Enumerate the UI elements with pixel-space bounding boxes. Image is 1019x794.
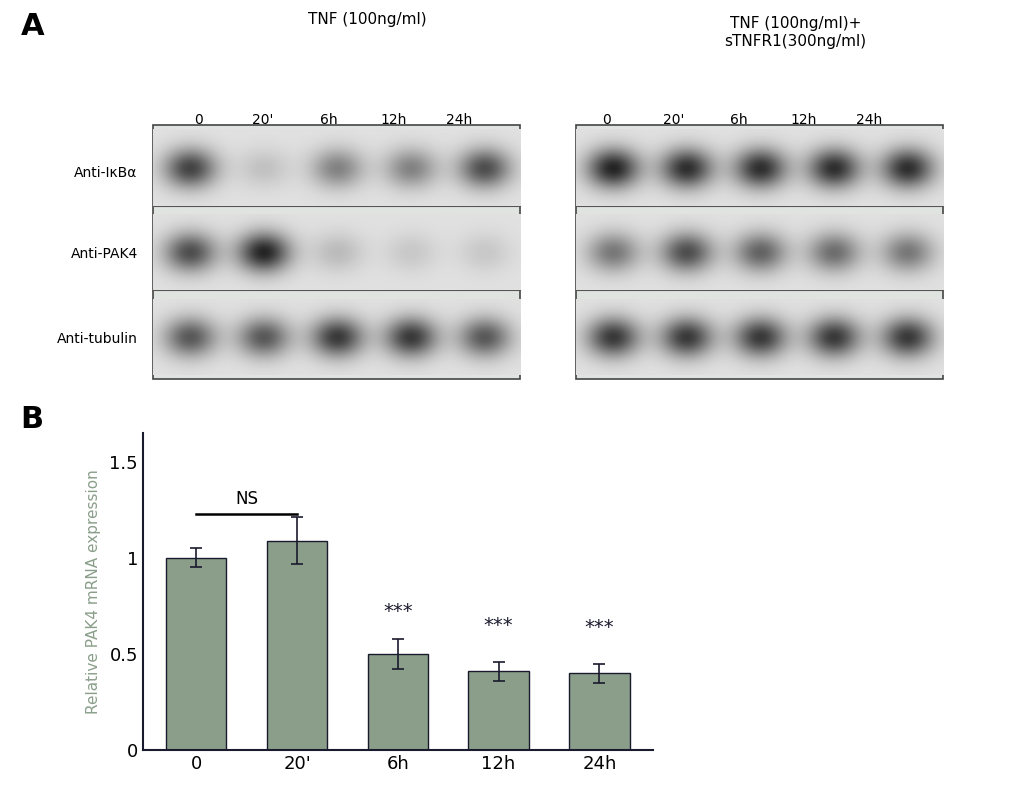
Bar [576,125,943,380]
Text: ***: *** [382,603,413,622]
Text: NS: NS [235,490,258,508]
Text: ***: *** [584,618,613,637]
Bar [166,558,226,750]
Y-axis label: Relative PAK4 mRNA expression: Relative PAK4 mRNA expression [86,469,101,714]
Bar [267,541,327,750]
Text: 0: 0 [602,113,610,127]
Text: B: B [20,405,44,434]
Text: 20': 20' [253,113,273,127]
Text: TNF (100ng/ml)+
sTNFR1(300ng/ml): TNF (100ng/ml)+ sTNFR1(300ng/ml) [723,16,866,49]
Text: A: A [20,12,44,41]
Text: Anti-PAK4: Anti-PAK4 [70,247,138,261]
Bar [153,125,520,380]
Bar [468,672,528,750]
Text: 12h: 12h [380,113,407,127]
Text: 20': 20' [662,113,683,127]
Bar [367,654,428,750]
Text: 0: 0 [195,113,203,127]
Bar [569,673,629,750]
Text: ***: *** [483,616,513,635]
Text: 24h: 24h [445,113,472,127]
Text: 6h: 6h [319,113,337,127]
Text: Anti-tubulin: Anti-tubulin [57,333,138,346]
Text: 24h: 24h [855,113,881,127]
Text: 12h: 12h [790,113,816,127]
Text: Anti-IκBα: Anti-IκBα [74,166,138,179]
Text: TNF (100ng/ml): TNF (100ng/ml) [308,12,426,27]
Text: 6h: 6h [729,113,747,127]
